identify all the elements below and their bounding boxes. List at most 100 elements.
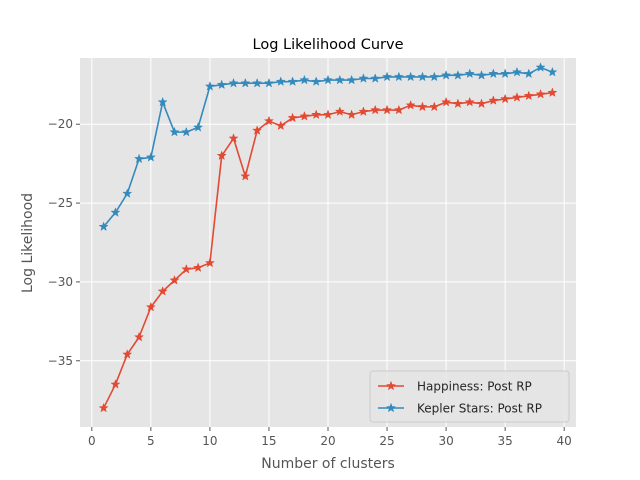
data-point xyxy=(157,286,168,296)
grid-lines xyxy=(80,58,576,427)
data-point xyxy=(452,98,463,109)
data-point xyxy=(287,76,298,86)
chart-title: Log Likelihood Curve xyxy=(253,37,404,53)
data-point xyxy=(252,125,263,135)
data-point xyxy=(98,221,109,232)
data-point xyxy=(346,74,357,85)
data-point xyxy=(358,73,369,83)
legend-marker xyxy=(385,402,397,413)
data-point xyxy=(322,109,334,120)
legend-item: Kepler Stars: Post RP xyxy=(378,402,542,416)
data-point xyxy=(263,115,275,126)
data-point xyxy=(311,109,322,120)
data-point xyxy=(169,126,180,137)
data-point xyxy=(547,87,558,97)
data-point xyxy=(311,76,322,86)
legend-label: Happiness: Post RP xyxy=(417,380,532,394)
data-point xyxy=(169,275,180,285)
y-axis: −35 −30 −25 −20 xyxy=(48,117,80,368)
data-point xyxy=(429,71,440,82)
x-tick-label: 25 xyxy=(379,434,394,448)
data-point xyxy=(488,68,499,79)
data-point xyxy=(429,101,440,112)
legend-box xyxy=(369,370,570,423)
data-point xyxy=(110,207,121,217)
data-point xyxy=(334,74,345,85)
data-point xyxy=(358,106,369,116)
data-point xyxy=(122,188,133,198)
data-point xyxy=(145,152,156,162)
y-tick-label: −25 xyxy=(48,196,73,210)
data-point xyxy=(511,92,523,102)
data-point xyxy=(441,96,452,107)
x-tick-label: 0 xyxy=(88,434,96,448)
data-point xyxy=(346,109,357,120)
data-point xyxy=(193,122,204,132)
data-point xyxy=(275,120,286,131)
x-tick-label: 10 xyxy=(202,434,217,448)
data-point xyxy=(370,73,381,83)
x-tick-label: 40 xyxy=(557,434,572,448)
data-point xyxy=(405,99,416,110)
series-layer xyxy=(98,62,558,413)
data-point xyxy=(370,104,381,115)
data-point xyxy=(334,106,345,116)
x-tick-label: 35 xyxy=(498,434,513,448)
y-axis-label: Log Likelihood xyxy=(20,193,36,293)
x-axis-label: Number of clusters xyxy=(261,456,395,472)
data-point xyxy=(275,76,286,86)
data-point xyxy=(464,68,475,79)
data-point xyxy=(464,96,475,107)
data-point xyxy=(181,126,192,137)
data-point xyxy=(405,71,416,82)
x-axis: 0 5 10 15 20 25 30 35 40 xyxy=(88,427,572,448)
data-point xyxy=(441,70,452,80)
data-point xyxy=(204,81,215,91)
y-tick-label: −20 xyxy=(48,117,73,131)
y-tick-label: −30 xyxy=(48,275,73,289)
data-point xyxy=(240,77,251,88)
legend: Happiness: Post RP Kepler Stars: Post RP xyxy=(369,370,570,423)
data-point xyxy=(252,77,263,88)
x-tick-label: 30 xyxy=(438,434,453,448)
data-point xyxy=(417,101,428,112)
data-point xyxy=(452,70,463,80)
data-point xyxy=(228,77,239,88)
data-point xyxy=(299,111,310,121)
data-point xyxy=(535,88,546,99)
legend-item: Happiness: Post RP xyxy=(378,380,532,394)
data-point xyxy=(181,263,192,274)
x-tick-label: 15 xyxy=(261,434,276,448)
data-point xyxy=(299,74,310,85)
data-point xyxy=(511,66,523,77)
data-point xyxy=(393,71,404,82)
data-point xyxy=(500,68,511,79)
data-point xyxy=(393,104,404,115)
data-point xyxy=(228,133,239,143)
series-2 xyxy=(98,62,558,232)
data-point xyxy=(535,62,546,72)
data-point xyxy=(523,68,534,79)
data-point xyxy=(110,379,121,389)
data-point xyxy=(133,331,145,342)
data-point xyxy=(547,66,558,77)
y-tick-label: −35 xyxy=(48,354,73,368)
data-point xyxy=(204,257,215,268)
data-point xyxy=(523,90,534,101)
data-point xyxy=(322,74,334,85)
data-point xyxy=(216,150,227,161)
data-point xyxy=(476,70,487,80)
data-point xyxy=(287,112,298,123)
data-point xyxy=(381,104,393,115)
data-point xyxy=(417,71,428,82)
data-point xyxy=(133,153,145,164)
data-point xyxy=(98,402,109,413)
data-point xyxy=(381,71,393,82)
series-1 xyxy=(98,87,558,413)
x-tick-label: 20 xyxy=(320,434,335,448)
data-point xyxy=(500,93,511,104)
data-point xyxy=(476,98,487,109)
data-point xyxy=(216,79,227,90)
data-point xyxy=(240,170,251,181)
